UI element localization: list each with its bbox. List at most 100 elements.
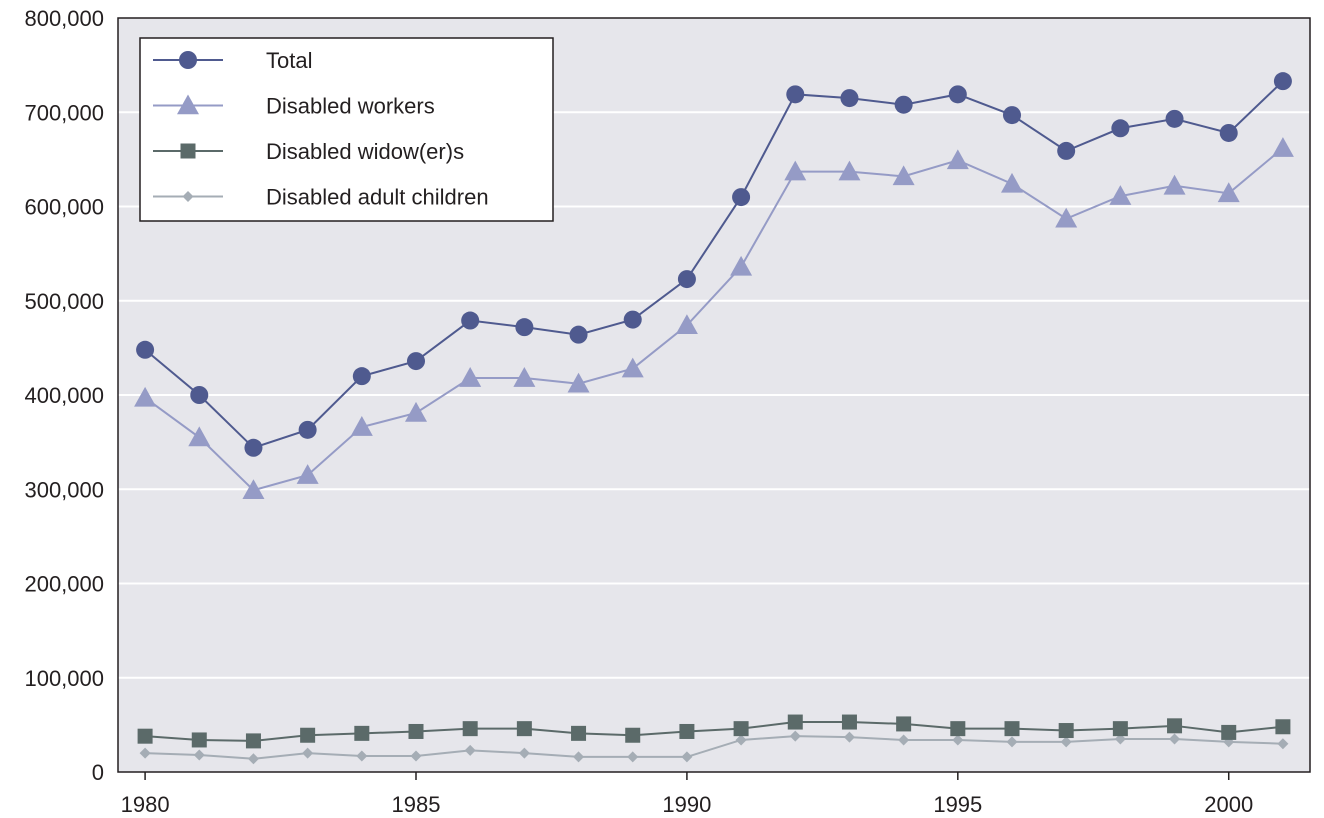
data-point [1271,137,1294,157]
data-point [948,85,967,104]
y-tick-label: 800,000 [24,6,104,31]
legend-item: Disabled widow(er)s [153,139,464,164]
data-point [732,188,751,207]
data-point [1001,172,1023,193]
data-point [407,352,425,371]
series-disabled-workers [134,137,1294,499]
y-tick-label: 600,000 [24,195,104,220]
data-point [843,731,855,743]
data-point [838,160,861,181]
data-point [296,464,319,484]
series-total [136,72,1292,457]
data-point [464,744,476,756]
data-point [1221,724,1237,740]
gridlines [118,111,1310,679]
legend-label: Disabled workers [266,94,435,119]
series-line [144,80,1284,449]
legend-label: Disabled widow(er)s [266,139,464,164]
x-tick-label: 1990 [662,792,711,817]
legend: Total Disabled workers Disabled widow(er)s… [139,37,554,222]
data-point [350,416,373,436]
legend-item: Disabled adult children [153,185,489,210]
data-point [1217,182,1240,203]
legend-marker [179,51,197,69]
data-point [1006,736,1018,748]
data-point [1167,718,1183,734]
data-point [134,386,157,407]
data-point [1273,72,1292,91]
data-point [898,734,910,746]
data-point [1055,207,1078,228]
data-point [247,753,259,765]
data-point [950,721,966,737]
data-point [1004,721,1020,737]
legend-marker [177,94,199,115]
data-point [188,426,211,447]
data-point [356,750,368,762]
data-point [735,734,747,746]
data-point [892,165,915,186]
data-point [675,314,698,335]
legend-box [139,37,554,222]
series-line [145,721,1284,742]
series-line [145,735,1283,760]
data-point [1060,736,1072,748]
data-point [730,255,753,276]
data-point [1277,738,1289,750]
x-tick-label: 1995 [933,792,982,817]
y-tick-label: 200,000 [24,572,104,597]
data-point [841,714,857,730]
data-point [242,479,265,499]
data-point [896,716,912,732]
data-point [1163,174,1186,195]
data-point [627,751,639,763]
data-point [621,357,644,378]
data-point [571,725,587,741]
legend-marker [180,143,196,159]
data-point [1219,123,1238,142]
data-point [1109,185,1132,205]
data-point [623,310,642,329]
axes: 0 100,000 200,000 300,000 400,000 500,000 600,… [24,6,1311,817]
data-point [569,325,588,344]
x-tick-label: 1980 [121,792,170,817]
data-point [193,749,205,761]
data-point [1165,109,1184,128]
data-point [681,751,693,763]
legend-marker [182,191,194,202]
legend-label: Disabled adult children [266,185,489,210]
plot-frame [117,17,1311,773]
y-tick-label: 500,000 [24,289,104,314]
y-tick-label: 300,000 [24,477,104,502]
data-point [136,340,155,359]
data-point [300,727,316,743]
x-tick-label: 1985 [392,792,441,817]
data-point [190,386,209,404]
data-point [1111,119,1130,138]
data-point [352,367,371,386]
y-tick-label: 100,000 [24,666,104,691]
data-point [191,732,207,748]
data-point [354,725,370,741]
data-point [625,727,641,743]
x-tick-label: 2000 [1204,792,1253,817]
series-disabled-adult-children [139,730,1289,765]
data-point [1003,106,1021,125]
legend-label: Total [266,48,312,73]
data-point [1114,733,1126,745]
y-tick-label: 400,000 [24,383,104,408]
data-point [787,714,803,730]
data-point [518,747,530,759]
data-point [786,85,805,104]
legend-item: Total [153,48,312,73]
data-point [405,401,427,422]
data-point [1275,719,1291,735]
data-point [462,721,478,737]
data-point [679,723,695,739]
data-point [459,367,482,387]
data-point [573,751,585,763]
series-line [144,147,1284,492]
data-point [513,367,536,387]
data-point [840,89,859,108]
